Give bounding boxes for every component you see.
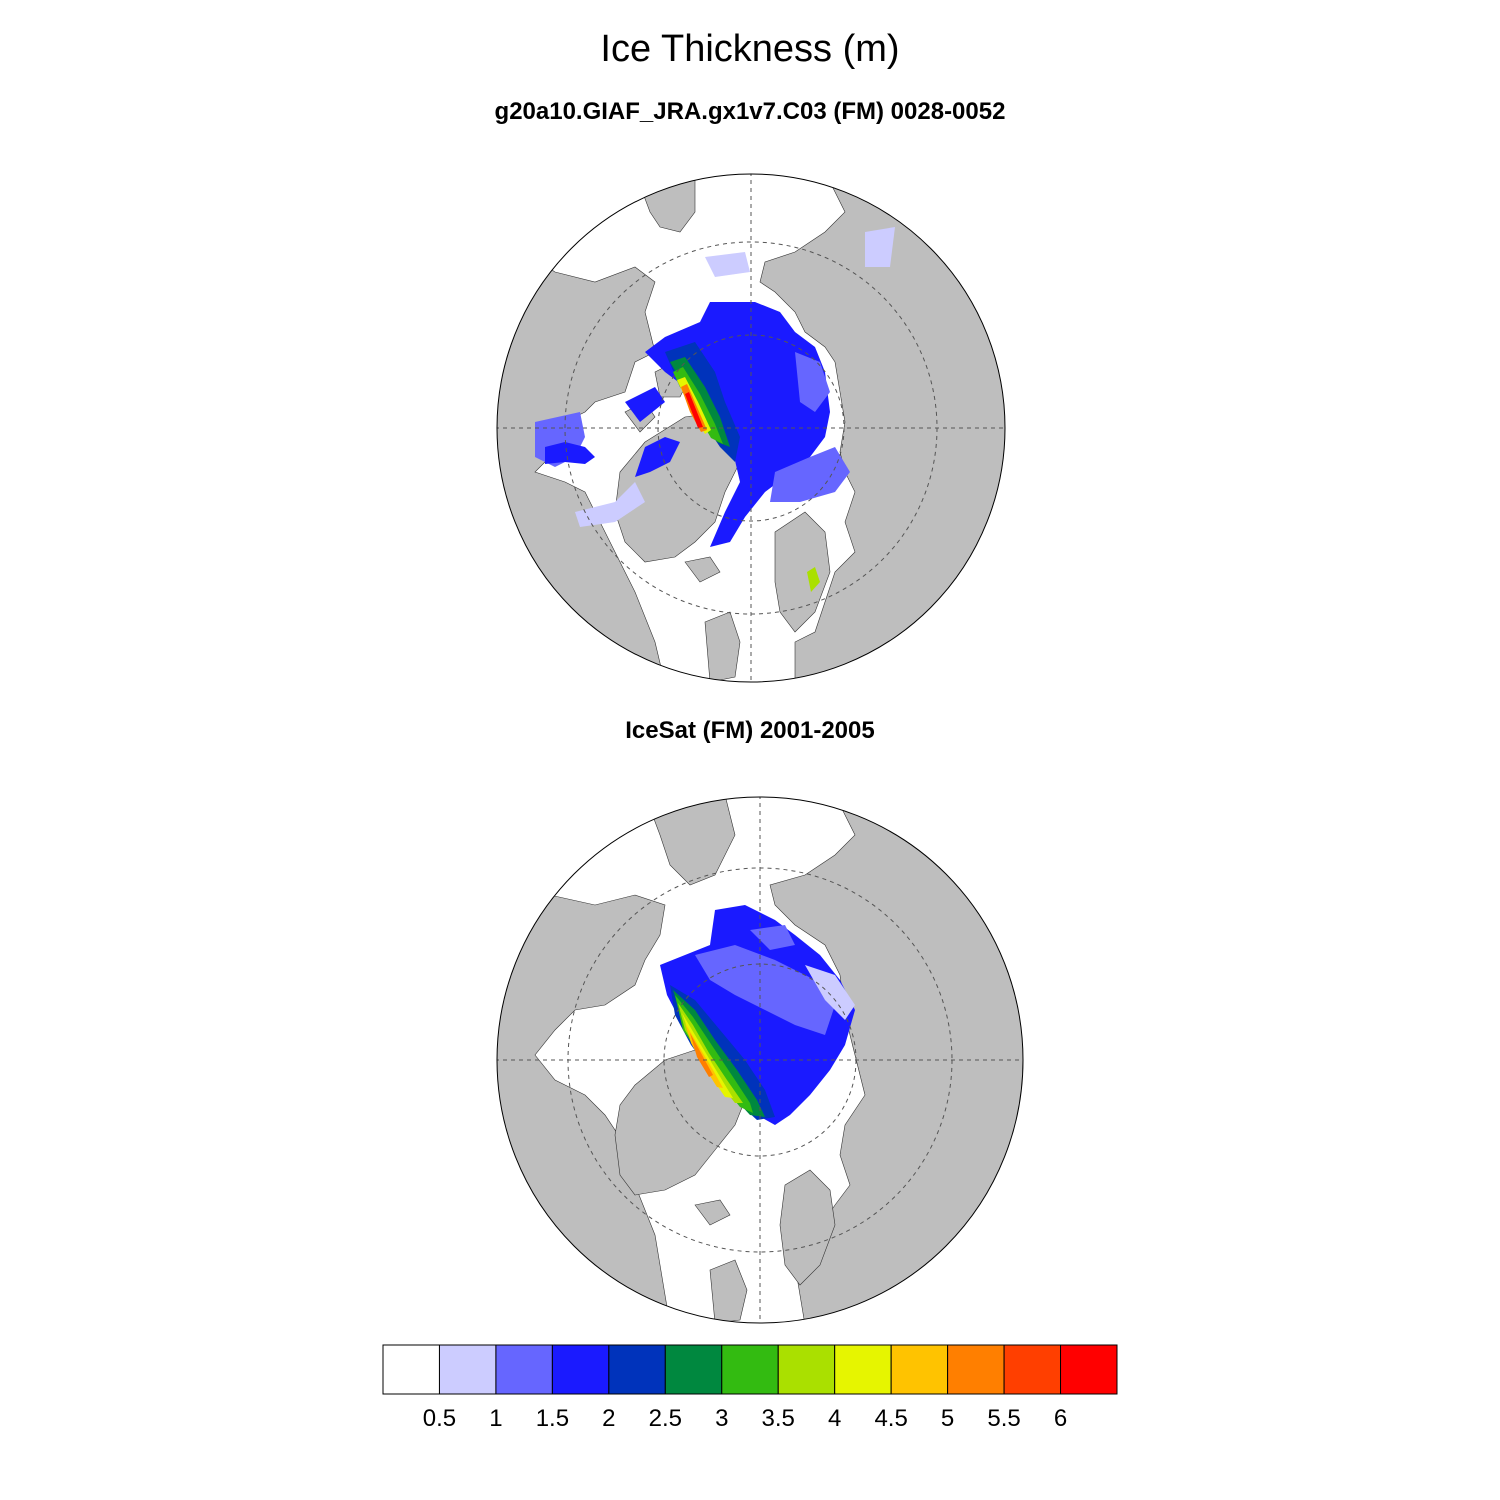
colorbar-box xyxy=(721,1344,779,1395)
colorbar-tick-label: 4 xyxy=(828,1405,842,1432)
colorbar-box xyxy=(664,1344,723,1395)
colorbar-tick-label: 5.5 xyxy=(987,1405,1021,1432)
colorbar-tick-label: 2 xyxy=(602,1405,616,1432)
latitude-longitude-grid xyxy=(497,174,1005,682)
colorbar-box xyxy=(1003,1344,1062,1395)
colorbar-box xyxy=(438,1344,497,1395)
colorbar-tick-label: 0.5 xyxy=(422,1405,457,1432)
figure-title: Ice Thickness (m) xyxy=(600,28,900,70)
latitude-longitude-grid xyxy=(497,797,1023,1323)
colorbar-box xyxy=(551,1344,610,1395)
map-border xyxy=(496,796,1024,1324)
map-border xyxy=(496,173,1006,683)
panel-2-title: IceSat (FM) 2001-2005 xyxy=(625,717,875,744)
colorbar-box xyxy=(495,1344,553,1395)
colorbar xyxy=(382,1344,1118,1395)
panel-1-title: g20a10.GIAF_JRA.gx1v7.C03 (FM) 0028-0052 xyxy=(494,98,1006,125)
colorbar-tick-label: 3.5 xyxy=(761,1405,795,1432)
colorbar-box xyxy=(834,1344,892,1395)
icesat-ice-thickness-map xyxy=(496,796,1024,1324)
colorbar-tick-label: 1.5 xyxy=(535,1405,570,1432)
colorbar-box xyxy=(890,1344,949,1395)
colorbar-tick-label: 4.5 xyxy=(874,1405,908,1432)
colorbar-tick-label: 5 xyxy=(940,1405,955,1432)
colorbar-box xyxy=(608,1344,666,1395)
colorbar-tick-label: 1 xyxy=(489,1405,503,1432)
colorbar-box xyxy=(777,1344,836,1395)
ice-thickness-fill xyxy=(660,905,855,1125)
model-ice-thickness-map xyxy=(496,173,1006,683)
ice-thickness-fill xyxy=(535,227,895,592)
colorbar-box xyxy=(382,1344,440,1395)
colorbar-tick-label: 6 xyxy=(1053,1405,1068,1432)
colorbar-box xyxy=(947,1344,1005,1395)
colorbar-tick-label: 2.5 xyxy=(648,1405,682,1432)
colorbar-tick-label: 3 xyxy=(715,1405,729,1432)
colorbar-box xyxy=(1060,1344,1118,1395)
